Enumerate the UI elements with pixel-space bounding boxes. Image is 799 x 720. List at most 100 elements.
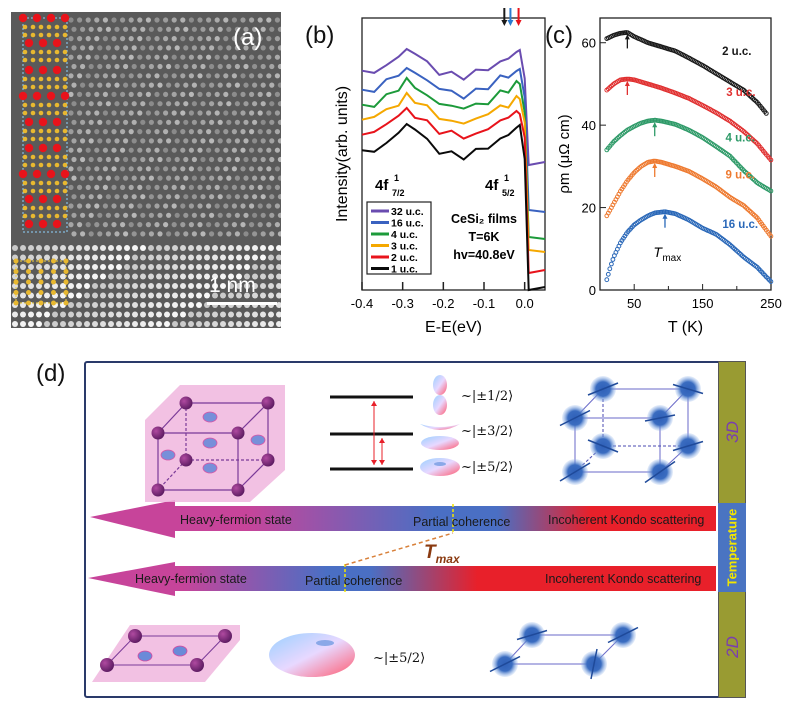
substrate-spot [60, 283, 66, 289]
lattice-spot [145, 203, 151, 209]
substrate-spot [28, 311, 34, 318]
lattice-spot [217, 26, 223, 32]
substrate-spot [156, 264, 162, 270]
lattice-spot [166, 63, 172, 70]
substrate-spot [252, 292, 258, 299]
chart-b-xlabel: E-E(eV) [425, 319, 482, 336]
lattice-spot [180, 110, 186, 116]
lattice-spot [217, 82, 223, 88]
lattice-spot [274, 203, 280, 209]
panel-c-label: (c) [545, 22, 573, 49]
substrate-spot [84, 283, 90, 289]
substrate-spot [36, 264, 42, 270]
ce-atom [38, 117, 48, 127]
substrate-spot [260, 245, 266, 251]
substrate-si-atom [13, 300, 19, 306]
si-atom [22, 188, 28, 194]
lattice-spot [209, 101, 215, 107]
lattice-spot [269, 156, 275, 163]
substrate-spot [12, 264, 18, 270]
lattice-spot [214, 203, 220, 209]
si-atom [54, 110, 60, 116]
lattice-spot [200, 212, 206, 218]
ce-atom [24, 194, 34, 204]
substrate-spot [276, 283, 281, 289]
substrate-spot [228, 311, 234, 318]
substrate-spot [100, 264, 106, 270]
ce-atom-sphere [179, 453, 193, 467]
lattice-spot [163, 166, 169, 172]
chart-c-ytick-label: 0 [589, 283, 596, 298]
lattice-spot [274, 184, 280, 190]
substrate-si-atom [38, 279, 44, 285]
lattice-spot [180, 129, 186, 135]
lattice-spot [274, 166, 280, 172]
heavy-fermion-3d-lattice [145, 385, 285, 502]
si-atom [54, 154, 60, 160]
lattice-spot [260, 63, 266, 70]
lattice-spot [105, 63, 111, 70]
transition-arrowhead [371, 401, 377, 406]
si-atom [38, 84, 44, 90]
lattice-spot [71, 101, 77, 107]
substrate-spot [36, 311, 42, 318]
lattice-spot [277, 101, 281, 107]
chart-b-series-32uc [361, 47, 546, 167]
lattice-edge [237, 459, 269, 491]
substrate-spot [100, 245, 106, 251]
chart-c-tmax-sub: max [662, 253, 681, 264]
lattice-spot [145, 166, 151, 172]
substrate-spot [188, 264, 194, 270]
substrate-si-atom [13, 269, 19, 274]
lattice-spot [140, 26, 146, 32]
lattice-spot [209, 156, 215, 163]
lattice-spot [80, 231, 86, 237]
lattice-spot [174, 156, 180, 163]
substrate-spot [108, 292, 114, 299]
chart-b-ylabel: Intensity(arb. units) [334, 86, 351, 222]
substrate-spot [156, 254, 162, 261]
substrate-spot [140, 264, 146, 270]
lattice-spot [94, 110, 100, 116]
substrate-spot [212, 254, 218, 261]
lattice-spot [114, 101, 120, 107]
substrate-spot [20, 245, 26, 251]
lattice-spot [71, 82, 77, 88]
lattice-spot [191, 194, 197, 200]
substrate-spot [92, 321, 98, 327]
si-atom [22, 205, 28, 211]
lattice-spot [120, 91, 126, 97]
substrate-spot [236, 254, 242, 261]
lattice-spot [120, 147, 126, 153]
lattice-spot [214, 54, 220, 60]
si-atom [30, 49, 36, 55]
lattice-spot [191, 101, 197, 107]
chart-b-info-line: T=6K [469, 230, 500, 244]
lattice-spot [171, 166, 177, 172]
si-atom [46, 57, 52, 63]
lattice-spot [68, 222, 74, 228]
substrate-spot [180, 283, 186, 289]
substrate-spot [20, 273, 26, 280]
lattice-spot [94, 129, 100, 135]
si-atom [22, 84, 28, 90]
lattice-spot [226, 175, 232, 181]
lattice-spot [114, 45, 120, 51]
lattice-spot [217, 231, 223, 237]
lattice-spot [77, 17, 83, 23]
lattice-spot [200, 138, 206, 144]
spin-arrow [587, 382, 619, 396]
lattice-spot [140, 119, 146, 125]
lattice-spot [269, 45, 275, 51]
lattice-spot [123, 82, 129, 88]
lattice-spot [157, 212, 163, 218]
ce-atom [24, 117, 34, 127]
substrate-spot [252, 321, 258, 327]
lattice-spot [77, 91, 83, 97]
lattice-spot [226, 119, 232, 125]
chart-c-series-2uc [604, 30, 769, 116]
substrate-spot [220, 254, 226, 261]
lattice-spot [154, 203, 160, 209]
lattice-spot [226, 212, 232, 218]
lattice-spot [249, 166, 255, 172]
